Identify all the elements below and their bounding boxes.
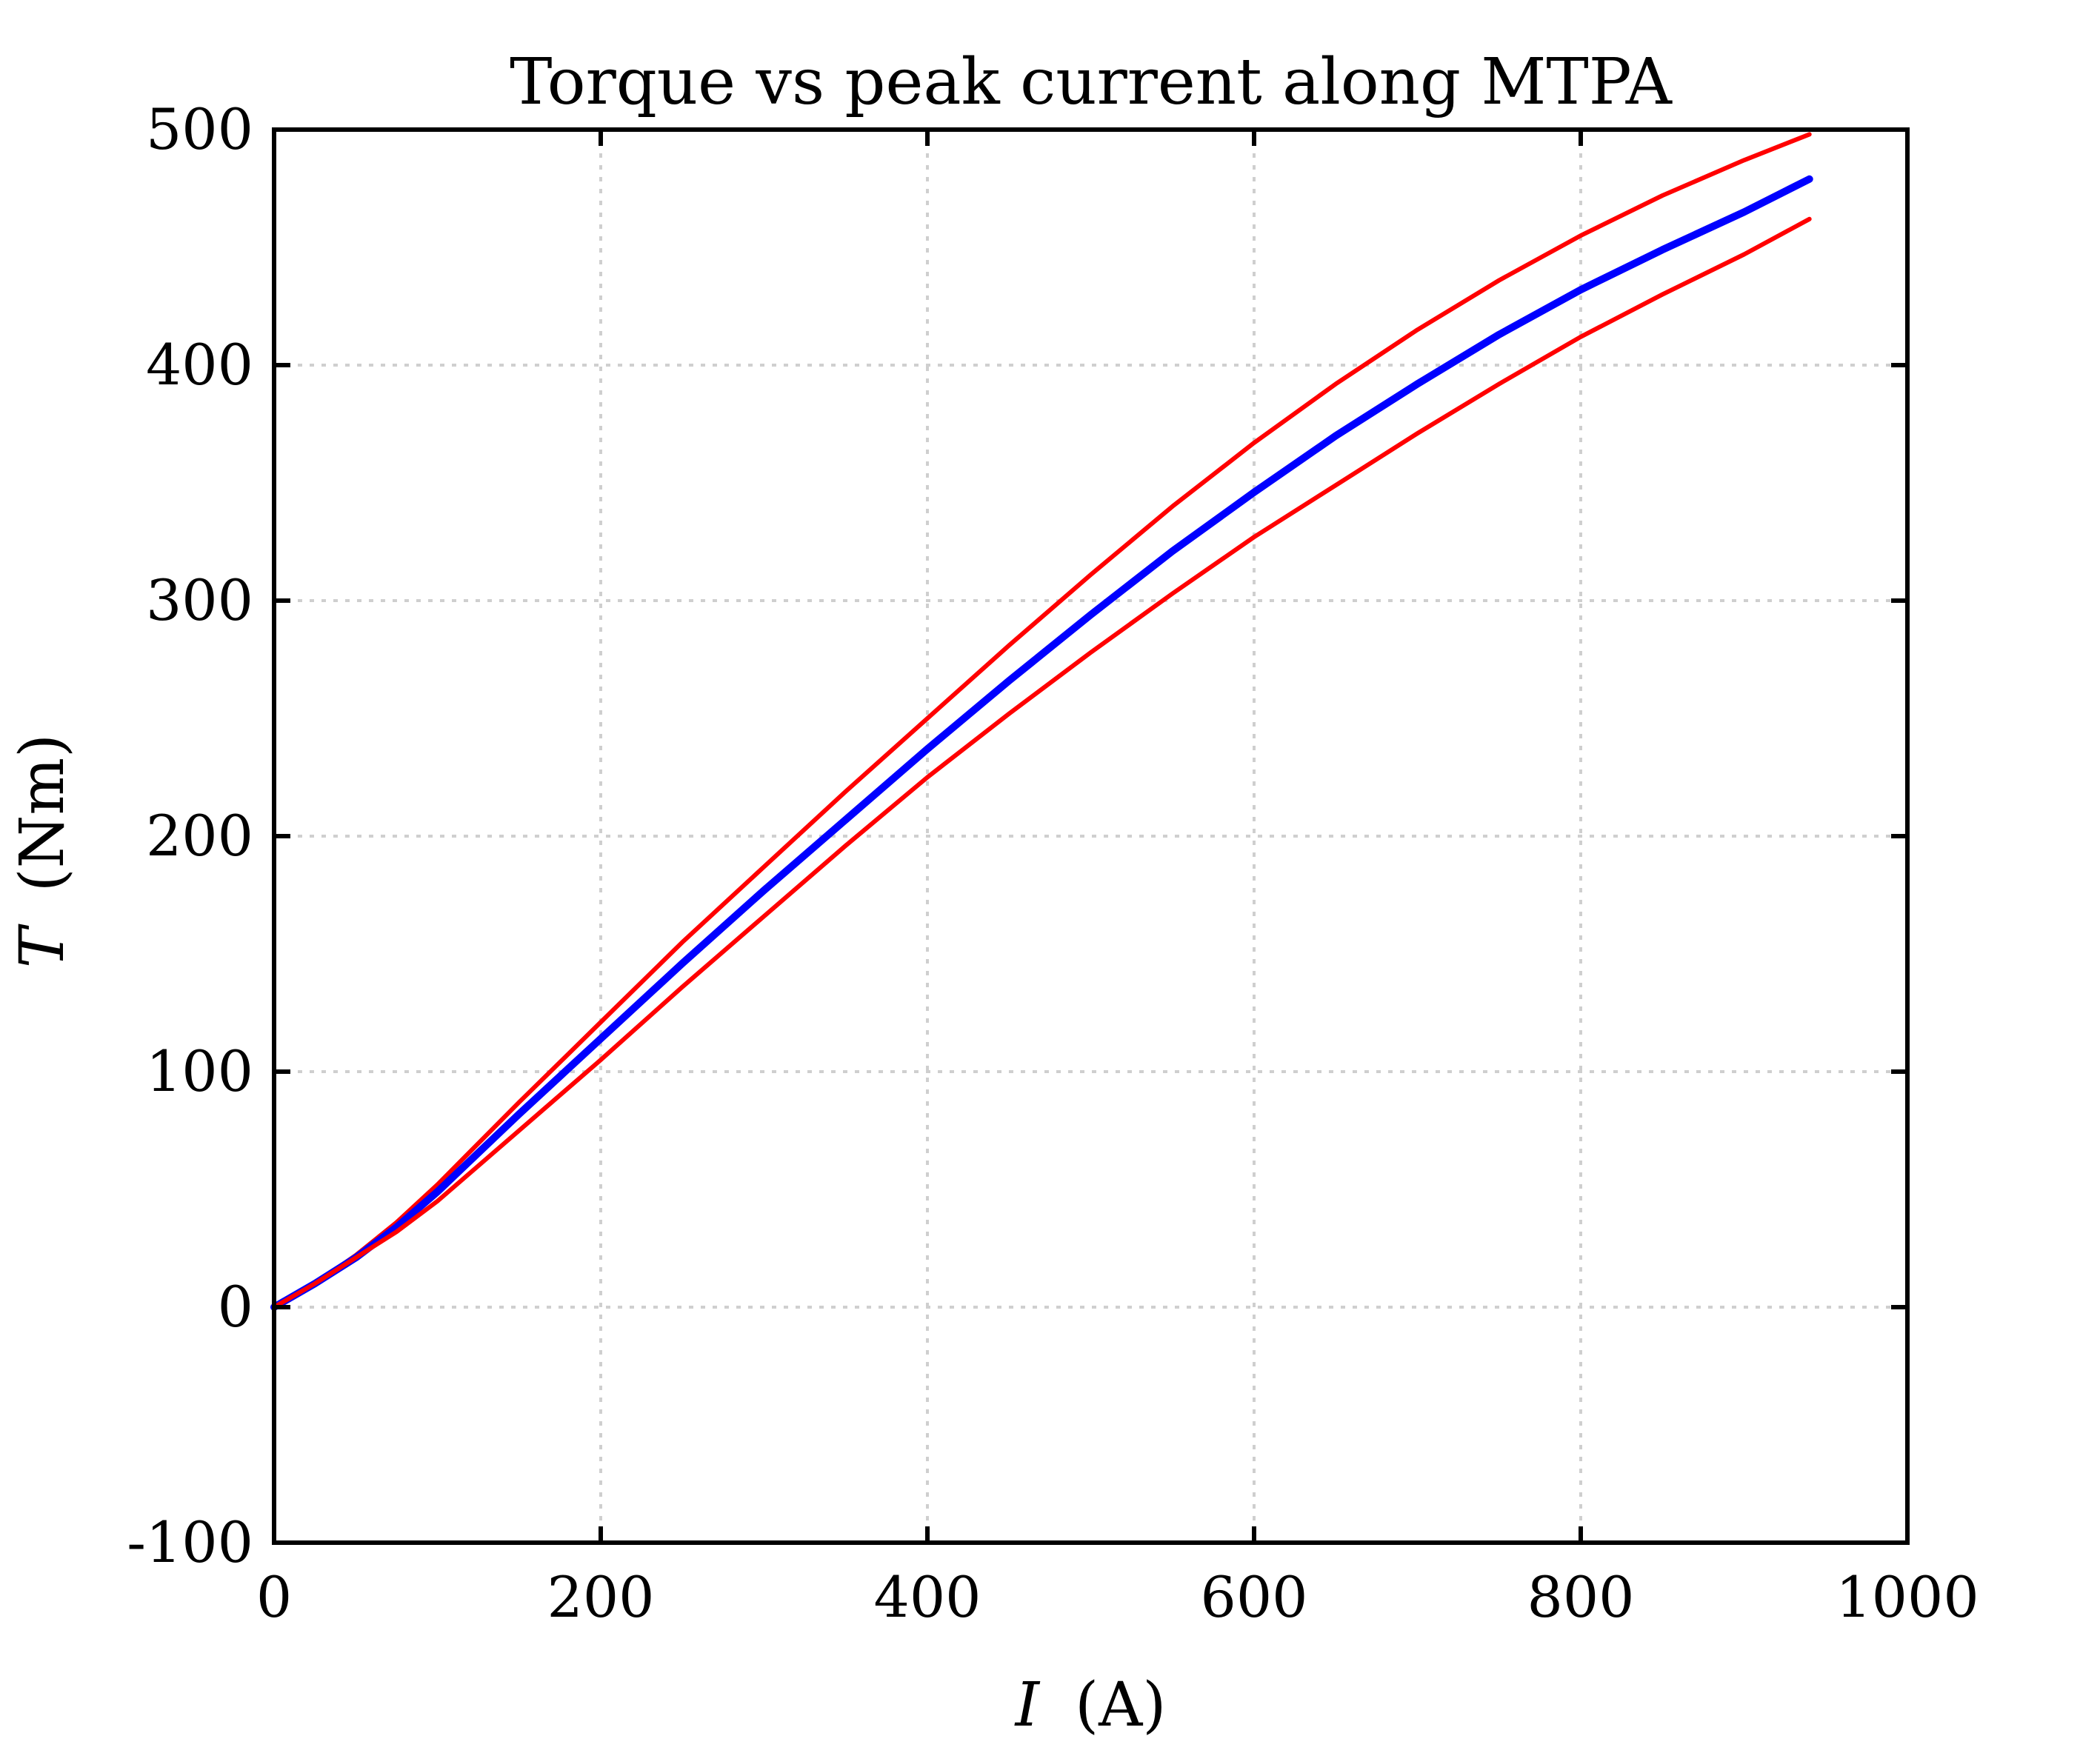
series-line-3 <box>272 216 1812 1309</box>
y-tick-label: 100 <box>146 1038 253 1104</box>
series-line-1 <box>272 132 1812 1309</box>
grid-lines <box>273 128 1909 1544</box>
x-tick-label: 0 <box>256 1564 292 1630</box>
x-axis-label: I (A) <box>1014 1670 1167 1740</box>
series-line-2 <box>270 175 1813 1311</box>
chart-title: Torque vs peak current along MTPA <box>510 45 1673 119</box>
x-tick-label: 600 <box>1200 1564 1307 1630</box>
y-axis-variable: T <box>7 924 78 968</box>
y-tick-label: 300 <box>146 567 253 633</box>
x-tick-label: 800 <box>1527 1564 1634 1630</box>
series-lines <box>270 132 1813 1311</box>
y-axis-label: T (Nm) <box>7 734 78 968</box>
x-axis-variable: I <box>1014 1670 1041 1740</box>
x-tick-label: 1000 <box>1836 1564 1979 1630</box>
y-tick-label: -100 <box>127 1509 253 1575</box>
y-tick-label: 200 <box>146 803 253 869</box>
y-tick-label: 0 <box>218 1274 253 1340</box>
y-tick-label: 500 <box>146 96 253 162</box>
y-tick-label: 400 <box>146 332 253 398</box>
x-tick-label: 200 <box>547 1564 654 1630</box>
y-axis-unit: (Nm) <box>7 734 78 892</box>
x-axis-unit: (A) <box>1075 1670 1166 1740</box>
x-tick-label: 400 <box>873 1564 981 1630</box>
